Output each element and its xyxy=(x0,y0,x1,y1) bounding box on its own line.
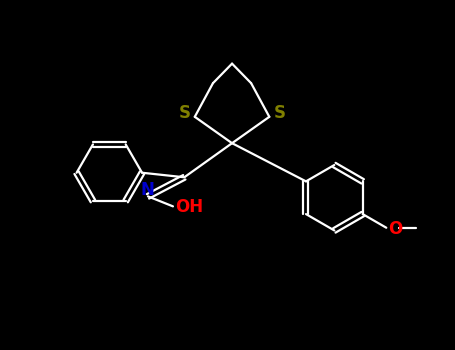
Text: S: S xyxy=(179,104,191,122)
Text: OH: OH xyxy=(175,198,203,216)
Text: S: S xyxy=(273,104,285,122)
Text: O: O xyxy=(389,220,403,238)
Text: N: N xyxy=(140,181,154,198)
